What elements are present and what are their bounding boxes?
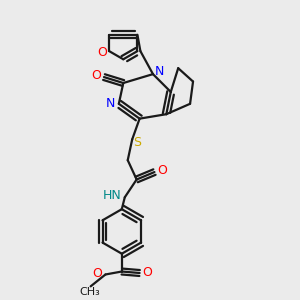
Text: CH₃: CH₃ bbox=[80, 287, 101, 297]
Text: N: N bbox=[106, 97, 115, 110]
Text: O: O bbox=[142, 266, 152, 280]
Text: O: O bbox=[157, 164, 167, 177]
Text: HN: HN bbox=[103, 189, 122, 202]
Text: O: O bbox=[92, 69, 101, 82]
Text: N: N bbox=[155, 64, 164, 78]
Text: O: O bbox=[98, 46, 108, 59]
Text: O: O bbox=[92, 267, 102, 280]
Text: S: S bbox=[134, 136, 142, 149]
